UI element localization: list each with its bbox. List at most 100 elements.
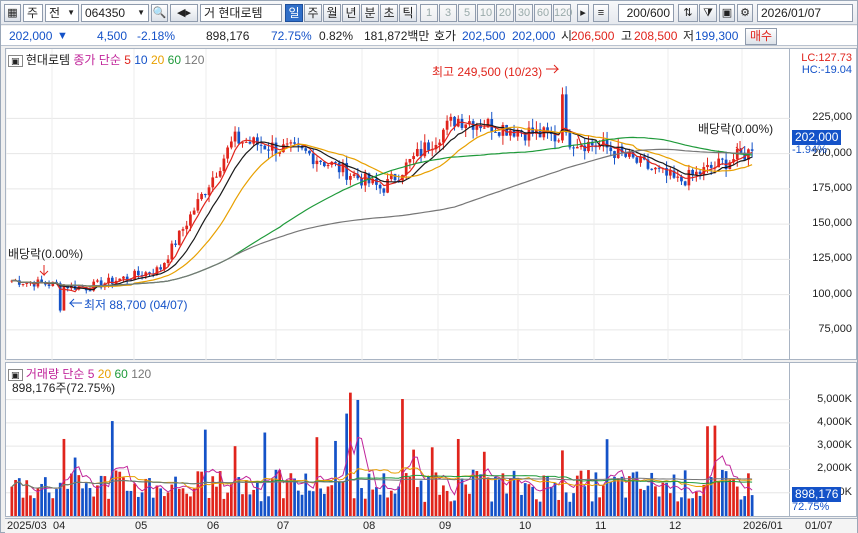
volume-bar [628,476,631,516]
stock-code-input[interactable]: 064350 ▼ [81,4,149,22]
volume-bar [609,481,613,516]
bar-count-field[interactable]: 200/600 [618,4,674,22]
interval-tab-2[interactable]: 월 [323,4,341,22]
candle [21,283,25,285]
search-icon[interactable]: 🔍 [151,4,168,22]
interval-tab-5[interactable]: 초 [380,4,398,22]
low-price: 199,300 [695,29,739,43]
candle [259,144,263,146]
candle [289,142,293,144]
volume-bar [605,439,609,516]
volume-bar [356,399,360,516]
volume-bar [732,479,735,516]
volume-bar [512,470,516,516]
candle [285,143,289,145]
interval-tab-6[interactable]: 틱 [399,4,417,22]
candle [25,282,29,284]
volume-bar [680,497,683,516]
settings-small-icon[interactable]: ≡ [593,4,609,22]
bid-ask-label: 호가 [434,29,457,43]
candle [460,118,464,128]
volume-bar [282,498,285,516]
candle [341,162,345,173]
candle [375,178,378,185]
gear-icon[interactable]: ⚙ [737,4,753,22]
market-select[interactable]: 전 ▼ [45,4,79,22]
volume-bar [62,438,66,516]
volume-bar [345,413,349,516]
price-chart-canvas[interactable] [6,49,791,361]
minute-button-10[interactable]: 10 [477,4,495,22]
interval-tab-1[interactable]: 주 [304,4,322,22]
chart-settings-icon[interactable]: ⧩ [699,4,717,22]
legend-stock-name: 현대로템 [25,53,71,67]
volume-legend-ma60: 60 [114,367,128,381]
volume-bar [683,470,687,516]
minute-button-120[interactable]: 120 [553,4,572,22]
candle [122,276,125,279]
volume-bar [88,488,92,516]
bid-price: 202,500 [462,29,506,43]
candle [717,158,721,168]
interval-tab-4[interactable]: 분 [361,4,379,22]
x-axis-label: 12 [669,520,682,532]
chevron-down-icon: ▼ [67,8,75,17]
volume-panel[interactable]: ▣ 거래량 단순 5 20 60 120 898,176주(72.75%) [5,362,791,518]
grid-icon[interactable]: ▦ [4,4,21,22]
stock-name-field[interactable]: 거 현대로템 [200,4,282,22]
candle [531,127,535,134]
period-type-select[interactable]: 주 [23,4,43,22]
volume-bar [66,488,70,516]
volume-bar [148,478,151,516]
volume-bar [14,479,17,516]
compare-icon[interactable]: ⇅ [678,4,698,22]
volume-bar [404,473,408,516]
volume-bar [709,477,713,516]
minute-button-3[interactable]: 3 [439,4,457,22]
buy-button[interactable]: 매수 [745,28,777,45]
minute-button-1[interactable]: 1 [420,4,438,22]
candle [311,153,315,165]
date-field[interactable]: 2026/01/07 [757,4,853,22]
volume-bar [531,486,535,516]
minute-button-5[interactable]: 5 [458,4,476,22]
candle [657,167,661,169]
volume-bar [520,494,523,516]
volume-bar [449,501,453,516]
candle [423,142,427,157]
candle [345,162,349,180]
candle [601,139,605,146]
x-axis-label: 09 [439,520,452,532]
candle [750,149,754,151]
price-panel[interactable]: ▣ 현대로템 종가 단순 5 10 20 60 120 최고 249,500 (… [5,48,791,361]
interval-tab-3[interactable]: 년 [342,4,360,22]
speaker-icon[interactable]: ◀▸ [170,4,198,22]
volume-bar [654,486,657,516]
volume-bar [713,425,717,516]
high-price: 208,500 [634,29,678,43]
expand-icon[interactable]: ▸ [577,4,589,22]
candle [672,170,676,178]
candle [393,173,397,181]
minute-button-30[interactable]: 30 [515,4,533,22]
candle [639,156,642,163]
volume-bar [535,499,538,516]
volume-bar [133,483,136,516]
volume-bar [129,490,133,516]
volume-chart-canvas[interactable] [6,363,791,518]
volume-bar [248,494,252,516]
volume-bar [32,498,36,516]
volume-bar [635,471,639,516]
save-icon[interactable]: ▣ [719,4,735,22]
candle [386,179,389,193]
interval-tab-0[interactable]: 일 [285,4,303,22]
candle [646,159,650,169]
candle [739,148,743,153]
price-axis[interactable]: LC:127.73 HC:-19.04 225,000 200,000 175,00… [790,48,857,360]
candle [133,270,136,280]
volume-legend-name: 거래량 [25,367,59,381]
minute-button-60[interactable]: 60 [534,4,552,22]
minute-button-20[interactable]: 20 [496,4,514,22]
